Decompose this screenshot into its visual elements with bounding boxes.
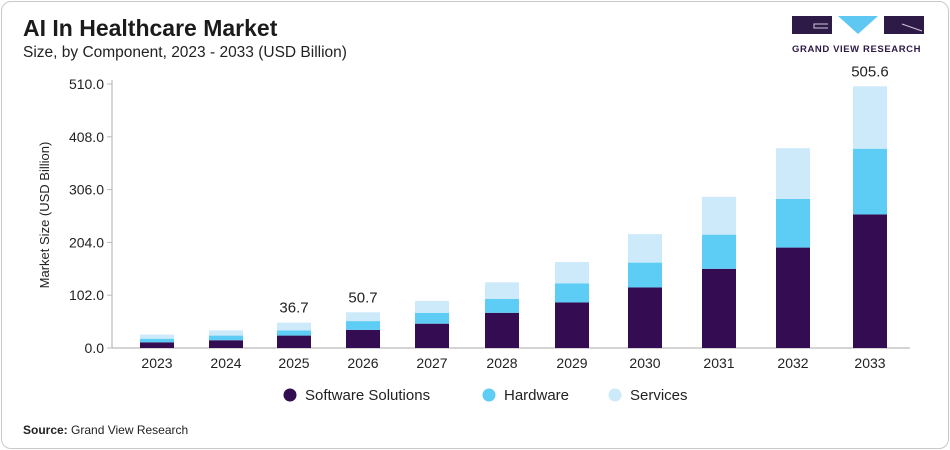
bar-software-solutions-2026 [346,329,380,348]
y-tick-label: 306.0 [69,182,104,198]
bar-services-2027 [415,300,449,313]
x-tick-label: 2026 [347,355,378,371]
logo-text: GRAND VIEW RESEARCH [792,44,922,55]
x-tick-label: 2024 [210,355,241,371]
x-tick-label: 2030 [629,355,660,371]
x-tick-label: 2027 [416,355,447,371]
data-label: 36.7 [279,300,308,317]
bar-hardware-2024 [209,335,243,341]
bar-software-solutions-2031 [702,268,736,348]
data-label: 50.7 [348,289,377,306]
x-tick-label: 2025 [278,355,309,371]
source-note: Source: Grand View Research [23,423,188,437]
x-tick-label: 2029 [556,355,587,371]
bar-hardware-2023 [140,338,174,343]
x-tick-label: 2023 [141,355,172,371]
legend-swatch-hardware [482,388,496,402]
bar-software-solutions-2027 [415,323,449,348]
y-axis-label: Market Size (USD Billion) [37,142,52,289]
legend-label: Software Solutions [305,387,430,404]
y-tick-label: 102.0 [69,287,104,303]
x-tick-label: 2028 [486,355,517,371]
bar-services-2031 [702,196,736,235]
chart-title: AI In Healthcare Market [23,15,278,41]
bar-services-2026 [346,312,380,322]
bar-hardware-2025 [277,330,311,336]
bar-services-2023 [140,334,174,339]
legend-label: Services [630,387,688,404]
y-tick-label: 0.0 [85,340,105,356]
bar-hardware-2033 [853,148,887,215]
bar-services-2033 [853,86,887,149]
bar-software-solutions-2028 [485,312,519,348]
source-label: Source: [23,423,68,437]
bar-services-2024 [209,330,243,336]
bar-hardware-2028 [485,298,519,313]
bar-services-2025 [277,322,311,331]
legend-swatch-software-solutions [283,388,297,402]
bar-services-2028 [485,282,519,299]
bar-services-2032 [776,148,810,199]
bar-hardware-2029 [555,283,589,303]
bar-hardware-2026 [346,321,380,330]
bar-hardware-2030 [628,262,662,288]
y-tick-label: 408.0 [69,129,104,145]
x-tick-label: 2033 [854,355,885,371]
legend-swatch-services [608,388,622,402]
bar-software-solutions-2033 [853,214,887,348]
bar-software-solutions-2023 [140,342,174,348]
bar-hardware-2027 [415,312,449,324]
bar-software-solutions-2025 [277,335,311,348]
bar-hardware-2032 [776,198,810,248]
bar-hardware-2031 [702,234,736,269]
x-tick-label: 2031 [703,355,734,371]
chart-subtitle: Size, by Component, 2023 - 2033 (USD Bil… [23,44,347,61]
bar-software-solutions-2030 [628,287,662,348]
bar-software-solutions-2024 [209,340,243,348]
bar-software-solutions-2029 [555,302,589,348]
bar-services-2030 [628,234,662,263]
source-value: Grand View Research [71,423,189,437]
y-tick-label: 204.0 [69,234,104,250]
legend-label: Hardware [504,387,569,404]
x-tick-label: 2032 [777,355,808,371]
data-label: 505.6 [851,63,889,80]
bar-services-2029 [555,262,589,284]
logo-mark-icon [792,16,924,34]
grand-view-research-logo: GRAND VIEW RESEARCH [792,16,924,55]
y-tick-label: 510.0 [69,76,104,92]
bar-software-solutions-2032 [776,247,810,348]
